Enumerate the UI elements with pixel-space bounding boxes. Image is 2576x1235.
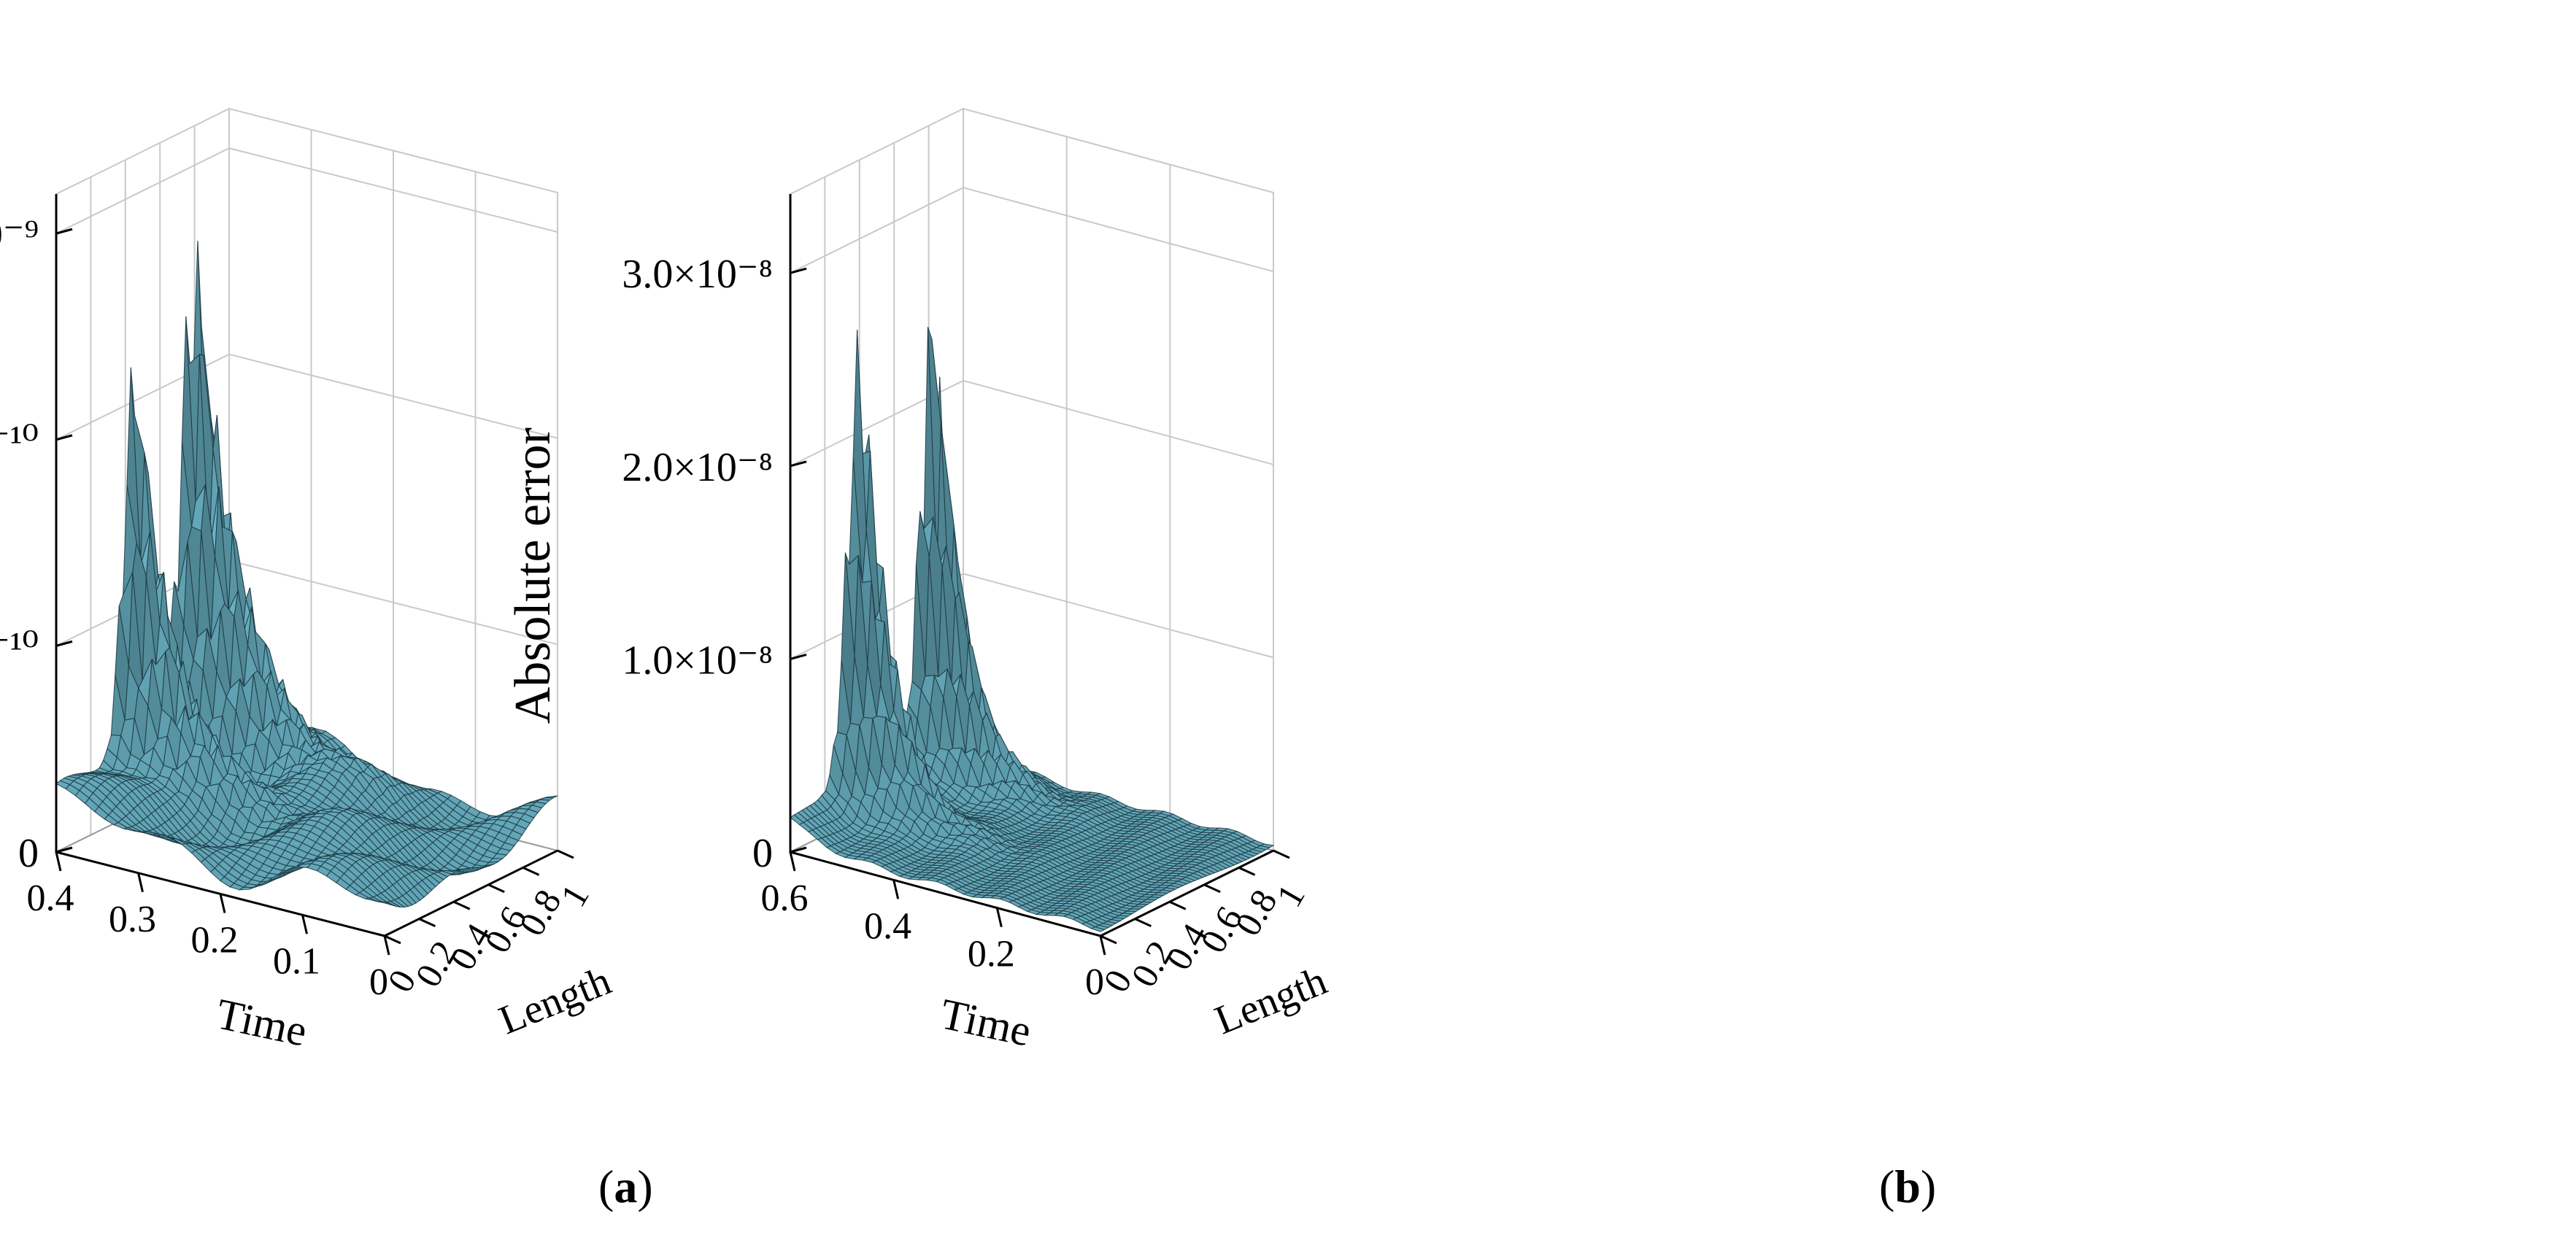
panel-a-z-tick-label: 8.0×10⁻¹⁰ [0, 419, 39, 464]
panel-b-length-tick [1203, 883, 1221, 894]
panel-a-length-tick [453, 900, 471, 910]
panel-a-z-tick-label: 0 [18, 831, 39, 876]
panel-a-z-tick [55, 434, 73, 441]
panel-a-time-tick [383, 935, 390, 956]
panel-a-length-axis-line [384, 849, 558, 937]
panel-a-time-tick [219, 894, 226, 913]
panel-b-surface-patch [1090, 926, 1106, 932]
panel-a-time-tick [301, 914, 308, 934]
panel-b-time-tick-label: 0 [1085, 961, 1104, 1003]
panel-b-z-tick-label: 3.0×10⁻⁸ [622, 252, 773, 297]
panel-a-z-tick-label: 1.0×10⁻⁹ [0, 212, 39, 258]
panel-a-time-tick-label: 0.4 [27, 878, 74, 919]
panel-a-z-gridline [55, 353, 558, 441]
panel-a-time-tick-label: 0 [369, 961, 388, 1003]
panel-b-z-tick-label: 0 [752, 831, 773, 876]
panel-a-chart: 0 4.0×10⁻¹⁰ 8.0×10⁻¹⁰ 1.0×10⁻⁹ 0.4 0.3 0.2 0.1 0… [0, 107, 617, 1056]
panel-a-z-tick [55, 846, 73, 853]
panel-a-z-tick-label: 4.0×10⁻¹⁰ [0, 624, 39, 670]
panel-a-time-tick-label: 0.1 [273, 940, 320, 982]
panel-b-z-tick [790, 846, 807, 853]
panel-a-length-axis-title: Length [493, 959, 617, 1044]
panel-b-time-tick [789, 851, 796, 872]
panel-b-letter: b [1894, 1161, 1921, 1212]
panel-b-time-tick-label: 0.6 [761, 878, 809, 919]
panel-b-back-wall-length [963, 107, 1274, 852]
panel-a-length-tick [418, 918, 436, 927]
panel-b-length-tick [1273, 849, 1290, 859]
panel-b-length-tick [1134, 918, 1152, 927]
panel-b-z-tick-label: 1.0×10⁻⁸ [622, 638, 773, 683]
panel-b-z-tick [790, 267, 807, 274]
panel-a-time-tick-label: 0.2 [191, 920, 239, 961]
panel-a-error-surface [55, 241, 558, 907]
panel-b-z-tick [790, 460, 807, 468]
panel-b-time-tick-label: 0.4 [864, 905, 911, 947]
panel-a-time-tick [137, 872, 144, 893]
panel-b-length-tick [1169, 900, 1187, 910]
panel-b-length-axis-title: Length [1208, 959, 1333, 1044]
panel-b-z-axis-title: Absolute error [505, 427, 561, 724]
panel-a-time-axis-title: Time [212, 989, 312, 1055]
panel-b-chart: 01.0×10⁻⁸2.0×10⁻⁸3.0×10⁻⁸0.60.40.2000.20… [505, 107, 1333, 1056]
panel-a-z-gridline [55, 147, 558, 234]
panel-b-time-axis-line [790, 851, 1101, 937]
panel-b-length-tick [1100, 934, 1117, 945]
panel-b-z-tick-label: 2.0×10⁻⁸ [622, 445, 773, 490]
panel-a-length-tick [487, 883, 505, 894]
panel-a-length-tick [522, 867, 540, 876]
panel-a-z-tick [55, 640, 73, 647]
panel-b-length-tick [1238, 867, 1256, 876]
panel-a-time-tick [55, 851, 62, 872]
panel-b-time-tick [995, 907, 1003, 928]
panel-b-time-tick [892, 879, 900, 899]
panel-b-time-tick [1099, 935, 1106, 956]
panel-a-surface-patch [374, 900, 389, 905]
panel-a-letter: a [614, 1161, 638, 1212]
panel-b-time-axis-title: Time [936, 989, 1036, 1055]
panel-b-time-tick-label: 0.2 [968, 934, 1015, 975]
panel-b-error-surface [790, 327, 1275, 932]
panel-b-axes: 01.0×10⁻⁸2.0×10⁻⁸3.0×10⁻⁸0.60.40.2000.20… [505, 194, 1333, 1056]
panel-a-length-tick [557, 849, 574, 859]
panel-a-caption: (a) [598, 1161, 653, 1212]
panel-b-length-axis-line [1100, 849, 1274, 937]
panel-b-z-tick [790, 653, 807, 660]
panel-a-z-tick [55, 228, 73, 235]
panel-a-time-tick-label: 0.3 [109, 899, 156, 940]
panel-b-caption: (b) [1879, 1161, 1937, 1212]
panel-a-length-tick [384, 934, 401, 945]
